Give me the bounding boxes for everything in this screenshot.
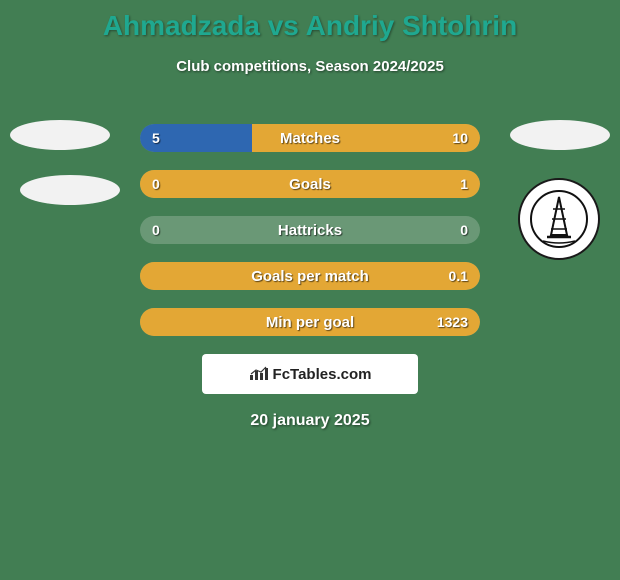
stat-label: Min per goal [140,308,480,336]
stat-label: Goals per match [140,262,480,290]
player-right-club-logo [518,178,600,260]
page-title: Ahmadzada vs Andriy Shtohrin [0,0,620,42]
stat-row: 510Matches [140,124,480,152]
brand-text: FcTables.com [273,366,372,383]
subtitle: Club competitions, Season 2024/2025 [0,58,620,75]
brand-box: FcTables.com [202,354,418,394]
stat-label: Hattricks [140,216,480,244]
stats-container: 510Matches 01Goals 00Hattricks 0.1Goals per… [140,124,480,354]
stat-label: Goals [140,170,480,198]
stat-row: 00Hattricks [140,216,480,244]
stat-row: 0.1Goals per match [140,262,480,290]
stat-row: 1323Min per goal [140,308,480,336]
player-right-badge-1 [510,120,610,150]
player-left-badge-2 [20,175,120,205]
stat-label: Matches [140,124,480,152]
bar-chart-icon [249,366,269,382]
player-left-badge-1 [10,120,110,150]
date-text: 20 january 2025 [0,412,620,430]
stat-row: 01Goals [140,170,480,198]
oil-derrick-icon [529,189,589,249]
